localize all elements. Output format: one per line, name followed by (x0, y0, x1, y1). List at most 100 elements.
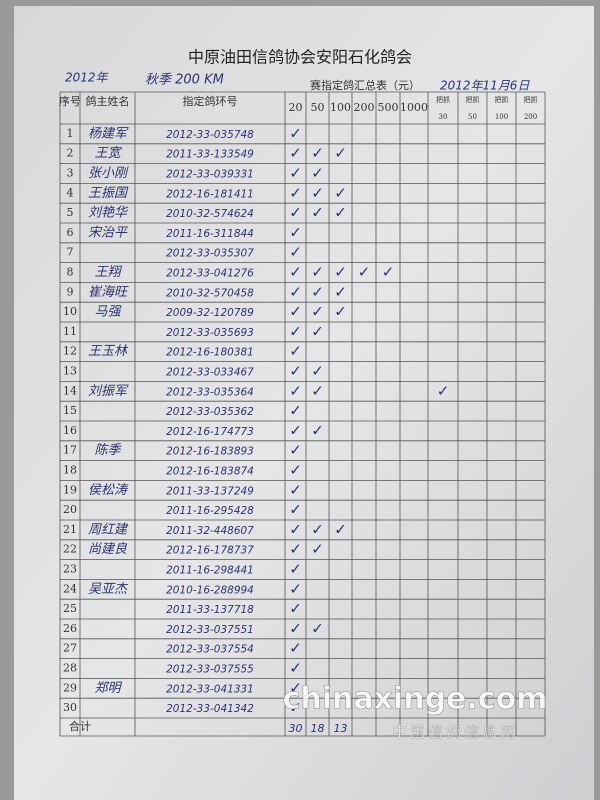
check-mark: ✓ (289, 421, 302, 439)
watermark-name: 中国信鸽信息网 (392, 723, 518, 741)
column-header: 200 (354, 101, 375, 114)
ring-number: 2012-33-035693 (166, 327, 254, 339)
check-mark: ✓ (334, 184, 347, 202)
grab-amount: 50 (468, 113, 477, 121)
row-number: 8 (67, 266, 74, 279)
check-mark: ✓ (289, 520, 302, 538)
owner-name: 王玉林 (88, 344, 129, 359)
total-value: 13 (334, 722, 348, 735)
check-mark: ✓ (289, 263, 302, 281)
check-mark: ✓ (289, 283, 302, 301)
total-label: 合计 (69, 719, 91, 733)
row-number: 19 (63, 483, 77, 496)
check-mark: ✓ (289, 540, 302, 558)
check-mark: ✓ (289, 362, 302, 380)
owner-name: 王翔 (94, 265, 122, 280)
check-mark: ✓ (311, 322, 324, 340)
owner-name: 陈季 (94, 442, 122, 458)
row-number: 21 (63, 523, 77, 536)
row-number: 30 (63, 701, 77, 714)
total-value: 30 (289, 722, 303, 735)
row-number: 27 (63, 642, 77, 655)
ring-number: 2011-16-295428 (166, 505, 254, 517)
check-mark: ✓ (311, 283, 324, 301)
ring-number: 2011-32-448607 (166, 525, 254, 537)
ring-number: 2012-33-037554 (166, 644, 254, 656)
check-mark: ✓ (334, 283, 347, 301)
total-value: 18 (311, 722, 325, 735)
check-mark: ✓ (311, 362, 324, 380)
ring-number: 2009-32-120789 (166, 307, 254, 319)
grab-amount: 100 (495, 113, 508, 121)
ring-number: 2012-33-035307 (166, 248, 254, 260)
ring-number: 2012-16-174773 (166, 426, 254, 438)
check-mark: ✓ (289, 560, 302, 578)
check-mark: ✓ (289, 342, 302, 360)
check-mark: ✓ (437, 382, 450, 400)
ring-number: 2012-16-183874 (166, 466, 254, 478)
grab-header: 把抓 (466, 95, 480, 104)
owner-name: 刘艳华 (88, 205, 129, 221)
check-mark: ✓ (289, 600, 302, 618)
row-number: 24 (63, 582, 77, 595)
row-number: 18 (63, 464, 77, 477)
row-number: 10 (63, 305, 77, 318)
column-header: 20 (289, 101, 303, 114)
ring-number: 2011-16-311844 (166, 228, 254, 240)
check-mark: ✓ (289, 322, 302, 340)
row-number: 1 (67, 127, 74, 140)
check-mark: ✓ (289, 184, 302, 202)
column-header: 500 (378, 101, 399, 114)
check-mark: ✓ (334, 204, 347, 222)
ring-number: 2012-33-041342 (166, 703, 254, 715)
ring-number: 2012-33-035362 (166, 406, 254, 418)
watermark-site: chinaxinge.com (283, 682, 548, 717)
check-mark: ✓ (311, 144, 324, 162)
check-mark: ✓ (289, 164, 302, 182)
row-number: 13 (63, 365, 77, 378)
row-number: 25 (63, 602, 77, 615)
check-mark: ✓ (334, 144, 347, 162)
owner-name: 崔海旺 (88, 285, 129, 300)
check-mark: ✓ (382, 263, 395, 281)
ring-number: 2011-16-298441 (166, 565, 254, 577)
ring-number: 2010-16-288994 (166, 584, 254, 596)
column-header: 序号 (59, 94, 81, 108)
row-number: 26 (63, 622, 77, 635)
paper (14, 6, 594, 800)
owner-name: 王振国 (88, 186, 129, 201)
row-number: 29 (63, 681, 77, 694)
owner-name: 杨建军 (88, 126, 129, 141)
check-mark: ✓ (289, 619, 302, 637)
ring-number: 2011-33-137718 (166, 604, 254, 616)
row-number: 22 (63, 543, 77, 556)
owner-name: 郑明 (94, 681, 122, 696)
check-mark: ✓ (311, 164, 324, 182)
check-mark: ✓ (289, 679, 302, 697)
ring-number: 2012-16-180381 (166, 347, 254, 359)
owner-name: 侯松涛 (88, 483, 129, 498)
title: 中原油田信鸽协会安阳石化鸽会 (188, 48, 412, 67)
date: 2012年11月6日 (440, 79, 530, 93)
row-number: 11 (63, 325, 77, 338)
check-mark: ✓ (311, 204, 324, 222)
grab-amount: 30 (439, 113, 448, 121)
column-header: 1000 (400, 101, 428, 114)
check-mark: ✓ (358, 263, 371, 281)
ring-number: 2012-33-041276 (166, 268, 254, 280)
ring-number: 2012-16-183893 (166, 446, 254, 458)
owner-name: 周红建 (88, 522, 129, 537)
ring-number: 2012-33-037555 (166, 664, 254, 676)
grab-header: 把抓 (436, 95, 450, 104)
check-mark: ✓ (289, 402, 302, 420)
check-mark: ✓ (289, 303, 302, 321)
owner-name: 王宽 (94, 145, 122, 161)
year: 2012年 (65, 71, 110, 85)
table: 序号 鸽主姓名 指定鸽环号 20 50 100 200 500 1000把抓30把抓50把抓10… (59, 91, 546, 737)
check-mark: ✓ (289, 580, 302, 598)
check-mark: ✓ (311, 520, 324, 538)
ring-number: 2010-32-570458 (166, 287, 254, 299)
check-mark: ✓ (289, 124, 302, 142)
ring-number: 2012-33-035748 (166, 129, 254, 141)
owner-name: 吴亚杰 (88, 582, 129, 597)
